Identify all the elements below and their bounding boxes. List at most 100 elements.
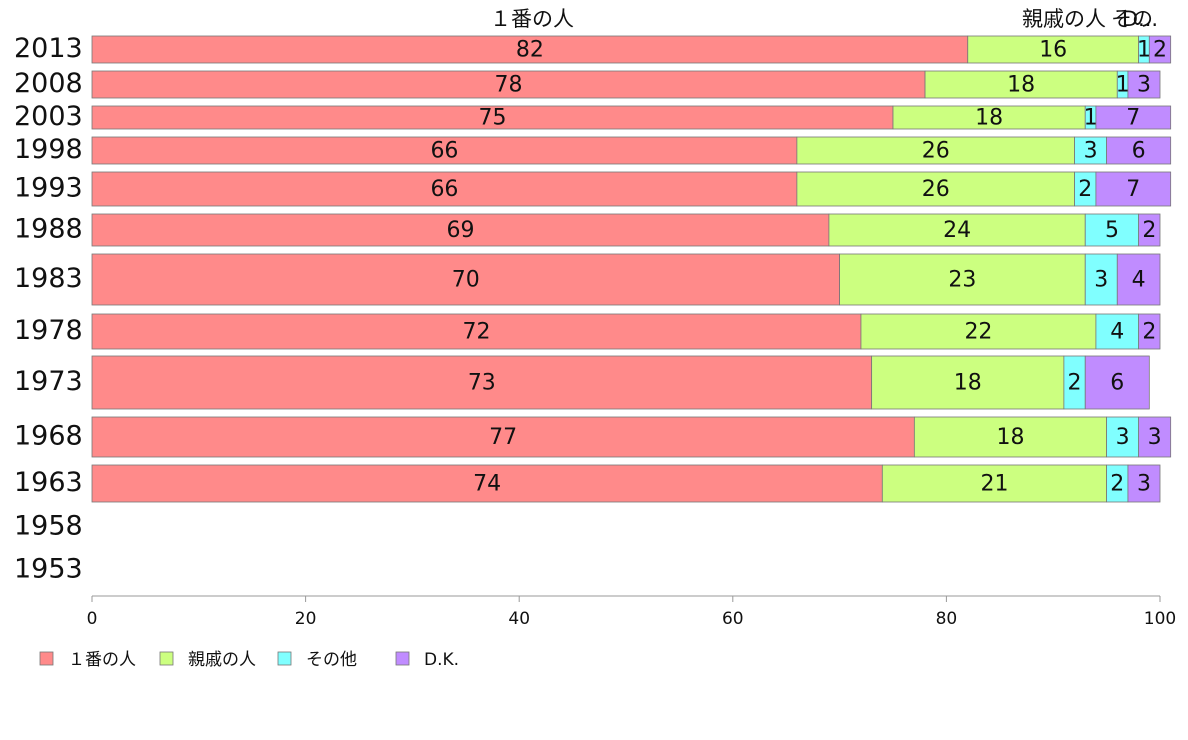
bar-segment [91, 253, 840, 306]
legend-swatch [39, 651, 54, 666]
row-label: 1978 [14, 315, 83, 346]
legend-swatch [277, 651, 292, 666]
row-label: 1963 [14, 467, 83, 498]
bar-segment [91, 213, 830, 247]
data-label: 23 [948, 268, 976, 293]
row-label: 1973 [14, 366, 83, 397]
data-label: 26 [922, 139, 950, 164]
data-label: 18 [954, 371, 982, 396]
bar-segment [796, 171, 1075, 207]
bar-segment [796, 136, 1075, 165]
bar-segment [924, 70, 1118, 99]
series-header-label: その [1111, 7, 1153, 31]
bar-segment [1116, 253, 1161, 306]
row-label: 1988 [14, 214, 83, 245]
bar-segment [91, 171, 798, 207]
x-tick-label: 100 [1144, 609, 1176, 629]
data-label: 3 [1148, 425, 1162, 450]
data-label: 4 [1132, 268, 1146, 293]
legend-item: D.K. [395, 650, 459, 670]
data-label: 2 [1078, 177, 1092, 202]
bar-segment [1106, 136, 1172, 165]
data-label: 70 [452, 268, 480, 293]
legend-label: １番の人 [68, 650, 136, 670]
data-label: 3 [1137, 472, 1151, 497]
bar-segment [1138, 313, 1161, 350]
bar-segment [91, 464, 883, 503]
bar-segment [1095, 105, 1172, 130]
bar-segment [91, 313, 862, 350]
row-label: 1983 [14, 263, 83, 294]
row-label: 1958 [14, 511, 83, 542]
series-header-label: １番の人 [490, 7, 574, 31]
data-label: 3 [1084, 139, 1098, 164]
bar-segment [1074, 136, 1108, 165]
data-label: 1 [1084, 106, 1098, 131]
x-tick-label: 80 [936, 609, 958, 629]
data-label: 2 [1068, 371, 1082, 396]
row-label: 1993 [14, 173, 83, 204]
data-label: 1 [1137, 38, 1151, 63]
bar-segment [1095, 313, 1140, 350]
bar-segment [839, 253, 1086, 306]
legend-item: 親戚の人 [159, 650, 256, 670]
data-label: 24 [943, 218, 971, 243]
data-label: 16 [1039, 38, 1067, 63]
x-tick-label: 0 [87, 609, 98, 629]
data-label: 2 [1142, 320, 1156, 345]
bar-segment [91, 35, 969, 64]
series-header-label: 親戚の人 [1022, 7, 1106, 31]
data-label: 7 [1126, 106, 1140, 131]
data-label: 3 [1094, 268, 1108, 293]
bar-segment [1138, 213, 1161, 247]
legend-swatch [395, 651, 410, 666]
bar-segment [1148, 35, 1172, 64]
bar-segment [828, 213, 1086, 247]
legend: １番の人 親戚の人 その他 D.K. [39, 650, 459, 670]
row-label: 1998 [14, 134, 83, 165]
series-header-labels: １番の人 親戚の人 そのD... [490, 7, 1158, 31]
bar-segment [1095, 171, 1172, 207]
data-label: 22 [964, 320, 992, 345]
data-label: 74 [473, 472, 501, 497]
bar-segment [91, 355, 873, 410]
data-label: 4 [1110, 320, 1124, 345]
legend-label: その他 [306, 650, 357, 670]
data-label: 7 [1126, 177, 1140, 202]
row-label: 2013 [14, 33, 83, 64]
data-label: 21 [980, 472, 1008, 497]
legend-item: １番の人 [39, 650, 136, 670]
x-tick-label: 60 [722, 609, 744, 629]
bar-segment [967, 35, 1140, 64]
data-label: 18 [996, 425, 1024, 450]
row-label: 1968 [14, 421, 83, 452]
bar-segment [1084, 355, 1150, 410]
data-label: 72 [462, 320, 490, 345]
data-label: 2 [1110, 472, 1124, 497]
data-label: 3 [1137, 73, 1151, 98]
data-label: 6 [1110, 371, 1124, 396]
data-label: 78 [495, 73, 523, 98]
data-label: 6 [1132, 139, 1146, 164]
bar-segment [91, 136, 798, 165]
data-label: 69 [446, 218, 474, 243]
data-label: 18 [1007, 73, 1035, 98]
data-label: 18 [975, 106, 1003, 131]
row-label: 1953 [14, 554, 83, 585]
bar-segment [860, 313, 1097, 350]
bar-segment [881, 464, 1108, 503]
bar-segment [1138, 416, 1172, 458]
data-label: 26 [922, 177, 950, 202]
legend-label: 親戚の人 [188, 650, 256, 670]
data-label: 77 [489, 425, 517, 450]
legend-swatch [159, 651, 174, 666]
data-label: 73 [468, 371, 496, 396]
data-label: 82 [516, 38, 544, 63]
row-label: 2003 [14, 101, 83, 132]
data-label: 2 [1142, 218, 1156, 243]
legend-item: その他 [277, 650, 357, 670]
data-label: 75 [479, 106, 507, 131]
